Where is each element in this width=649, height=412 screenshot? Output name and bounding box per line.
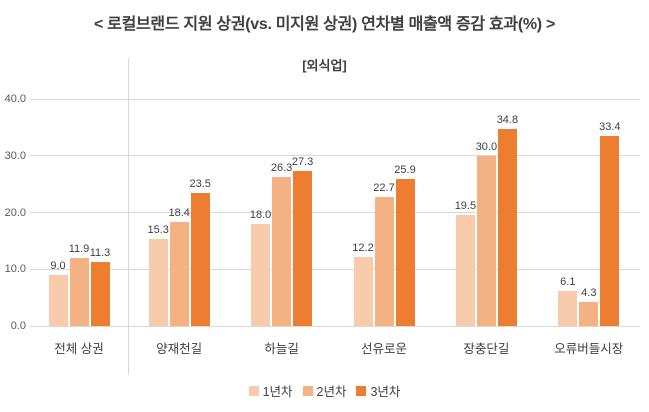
bar-column: 18.0 [249, 208, 272, 326]
gridline-y-30.0 [30, 155, 640, 157]
bar-value-label: 34.8 [496, 113, 519, 126]
x-axis-category-label: 전체 상권 [54, 342, 104, 356]
y-axis-tick-label: 40.0 [4, 93, 26, 105]
bar-group-3: 18.0 26.3 27.3 [249, 156, 314, 326]
bar-value-label: 30.0 [475, 140, 498, 153]
bar-3년차 [497, 128, 517, 326]
bar-3년차 [600, 136, 620, 326]
bar-column: 12.2 [352, 241, 374, 326]
bar-1년차 [558, 291, 578, 326]
gridline-y-20.0 [30, 212, 640, 213]
bar-column: 4.3 [579, 286, 599, 326]
bar-value-label: 18.4 [168, 206, 190, 219]
bar-value-label: 12.2 [352, 241, 374, 254]
bar-1년차 [251, 223, 271, 326]
bar-column: 6.1 [558, 276, 578, 326]
legend-label: 2년차 [316, 385, 347, 399]
bar-value-label: 23.5 [189, 177, 211, 190]
x-axis-category-label: 하늘길 [264, 342, 299, 356]
legend-label: 3년차 [370, 385, 401, 399]
bar-column: 34.8 [496, 113, 519, 326]
bar-column: 23.5 [189, 177, 211, 326]
bar-value-label: 22.7 [373, 182, 395, 195]
legend-item-1년차: 1년차 [248, 381, 293, 400]
x-axis-category-label: 장충단길 [463, 342, 510, 356]
bar-3년차 [190, 192, 210, 326]
bar-column: 26.3 [270, 161, 293, 326]
bar-value-label: 11.9 [68, 243, 90, 256]
bar-2년차 [579, 301, 599, 326]
bar-value-label: 15.3 [147, 224, 169, 237]
bar-1년차 [455, 215, 475, 326]
bar-column: 25.9 [394, 164, 416, 326]
bar-1년차 [353, 256, 373, 326]
bar-value-label: 27.3 [291, 156, 314, 169]
bar-2년차 [272, 176, 292, 326]
bar-value-label: 6.1 [560, 276, 576, 289]
bar-column: 11.3 [89, 246, 111, 326]
bar-value-label: 11.3 [89, 246, 111, 259]
bar-value-label: 19.5 [454, 200, 477, 213]
bar-value-label: 18.0 [249, 208, 272, 221]
bar-2년차 [69, 258, 89, 326]
bar-column: 33.4 [599, 121, 621, 326]
bar-column: 27.3 [291, 156, 314, 326]
x-axis-category-label: 양재천길 [156, 342, 203, 356]
bar-3년차 [90, 261, 110, 326]
chart-subtitle: [외식업] [302, 58, 347, 73]
bar-column: 22.7 [373, 182, 395, 326]
bar-value-label: 25.9 [394, 164, 416, 177]
gridline-y-10.0 [30, 268, 640, 270]
bar-1년차 [148, 239, 168, 326]
x-axis-category-label: 오류버들시장 [554, 342, 624, 356]
bar-2년차 [476, 155, 496, 326]
legend-item-3년차: 3년차 [356, 381, 400, 400]
legend-item-2년차: 2년차 [302, 381, 347, 400]
bar-group-1: 9.0 11.9 11.3 [48, 243, 111, 326]
bar-column: 15.3 [147, 224, 169, 326]
legend-swatch-icon [356, 385, 367, 396]
legend-label: 1년차 [262, 385, 293, 399]
bar-value-label: 26.3 [270, 161, 293, 174]
bar-3년차 [395, 179, 415, 326]
x-axis-category-label: 선유로운 [360, 342, 407, 356]
section-divider-line [128, 58, 129, 375]
bar-value-label: 33.4 [599, 121, 621, 134]
bar-value-label: 9.0 [50, 259, 66, 272]
bar-group-6: 6.1 4.3 33.4 [558, 121, 621, 326]
bar-column: 18.4 [168, 206, 190, 326]
bar-2년차 [169, 221, 189, 326]
chart-title: < 로컬브랜드 지원 상권(vs. 미지원 상권) 연차별 매출액 증감 효과(… [93, 16, 555, 33]
bar-column: 9.0 [48, 259, 68, 326]
legend: 1년차 2년차 3년차 [0, 381, 649, 400]
legend-swatch-icon [248, 385, 259, 396]
y-axis-tick-label: 10.0 [4, 263, 26, 276]
plot-area: 0.0 10.0 20.0 30.0 40.0 9.0 11.9 11.3 전체 상권 15.3 1… [5, 93, 640, 356]
bar-2년차 [374, 197, 394, 326]
bar-column: 19.5 [454, 200, 477, 326]
y-axis-tick-label: 30.0 [4, 149, 26, 162]
bar-column: 11.9 [68, 243, 90, 326]
gridline-y-40.0 [30, 98, 640, 100]
y-axis-tick-label: 20.0 [4, 206, 26, 219]
bar-group-2: 15.3 18.4 23.5 [147, 177, 211, 326]
bar-group-4: 12.2 22.7 25.9 [352, 164, 416, 326]
bar-column: 30.0 [475, 140, 498, 326]
bar-group-5: 19.5 30.0 34.8 [454, 113, 519, 326]
bar-1년차 [48, 274, 68, 326]
legend-swatch-icon [302, 385, 313, 396]
gridline-y-0.0 [30, 325, 640, 327]
bar-value-label: 4.3 [581, 286, 597, 299]
bar-3년차 [293, 171, 313, 326]
y-axis-tick-label: 0.0 [10, 320, 26, 332]
